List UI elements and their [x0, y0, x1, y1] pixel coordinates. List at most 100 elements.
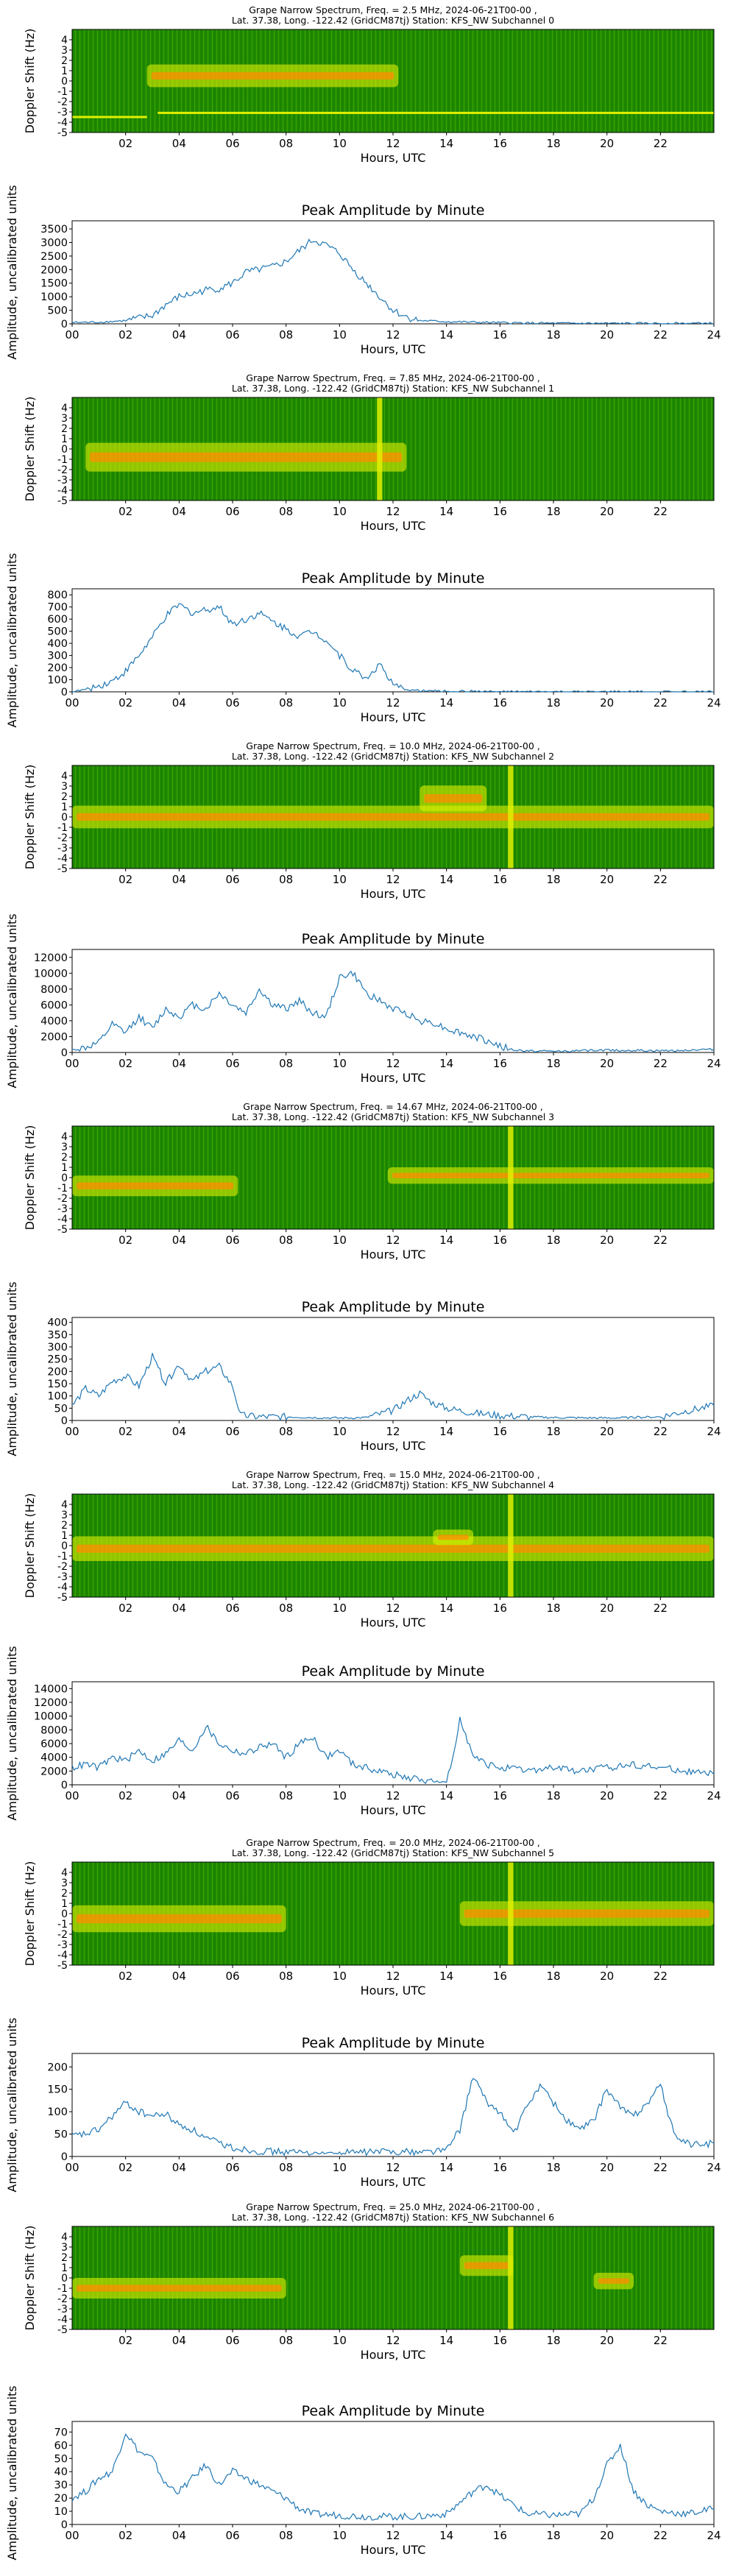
y-tick-label: 1500	[40, 278, 68, 290]
x-tick-label: 00	[65, 696, 79, 710]
x-tick-label: 04	[172, 1602, 186, 1615]
x-tick-label: 16	[493, 1234, 507, 1247]
y-tick-label: 20	[54, 2493, 68, 2505]
x-tick-label: 04	[172, 2161, 186, 2174]
x-tick-label: 22	[654, 137, 668, 150]
x-tick-label: 20	[600, 328, 614, 342]
x-tick-label: 20	[600, 1425, 614, 1438]
x-axis-label: Hours, UTC	[361, 1984, 426, 1998]
y-tick-label: -3	[57, 1939, 68, 1951]
x-tick-label: 22	[654, 1425, 668, 1438]
y-tick-label: -4	[57, 1582, 68, 1593]
x-tick-label: 06	[225, 328, 239, 342]
amplitude-panel-3: Peak Amplitude by Minute0501001502002503…	[5, 1281, 721, 1456]
y-tick-label: 700	[47, 602, 68, 614]
spectrum-title: Grape Narrow Spectrum, Freq. = 2.5 MHz, …	[249, 4, 537, 15]
amplitude-title: Peak Amplitude by Minute	[302, 202, 485, 219]
doppler-band-core	[464, 2262, 509, 2269]
x-tick-label: 02	[118, 1234, 132, 1247]
y-tick-label: 300	[47, 1342, 68, 1354]
spectrogram-panel-3: Grape Narrow Spectrum, Freq. = 14.67 MHz…	[23, 1101, 715, 1262]
spectrum-title: Grape Narrow Spectrum, Freq. = 14.67 MHz…	[243, 1101, 542, 1112]
plot-frame	[71, 949, 715, 1053]
y-tick-label: 200	[47, 1366, 68, 1378]
spectral-vertical-streak	[508, 1862, 514, 1965]
x-tick-label: 18	[546, 1970, 560, 1983]
x-tick-label: 16	[493, 2334, 507, 2347]
x-tick-label: 22	[654, 1057, 668, 1070]
x-tick-label: 10	[333, 1789, 347, 1802]
x-axis-label: Hours, UTC	[361, 710, 426, 724]
y-tick-label: 1	[61, 2262, 68, 2274]
y-axis-label: Amplitude, uncalibrated units	[5, 553, 19, 727]
amplitude-title: Peak Amplitude by Minute	[302, 2403, 485, 2419]
doppler-band-core	[77, 1544, 710, 1553]
x-tick-label: 14	[439, 505, 453, 518]
y-tick-label: -5	[57, 1960, 68, 1972]
x-tick-label: 02	[118, 2161, 132, 2174]
doppler-band-core	[90, 452, 403, 462]
spectrum-subtitle: Lat. 37.38, Long. -122.42 (GridCM87tj) S…	[232, 1111, 554, 1122]
y-tick-label: -3	[57, 1203, 68, 1215]
x-tick-label: 02	[118, 505, 132, 518]
amplitude-panel-6: Peak Amplitude by Minute0102030405060700…	[5, 2385, 721, 2560]
x-axis-label: Hours, UTC	[361, 887, 426, 901]
x-tick-label: 08	[279, 2161, 293, 2174]
x-tick-label: 10	[333, 696, 347, 710]
y-tick-label: 0	[61, 444, 68, 456]
x-tick-label: 14	[439, 696, 453, 710]
x-tick-label: 18	[546, 696, 560, 710]
x-tick-label: 02	[118, 328, 132, 342]
x-tick-label: 22	[654, 873, 668, 886]
y-tick-label: 400	[47, 638, 68, 650]
y-axis-label: Doppler Shift (Hz)	[23, 29, 37, 134]
x-tick-label: 00	[65, 2529, 79, 2542]
x-axis-label: Hours, UTC	[361, 1803, 426, 1817]
y-tick-label: 4000	[40, 1752, 68, 1764]
x-tick-label: 08	[279, 505, 293, 518]
x-tick-label: 20	[600, 137, 614, 150]
x-tick-label: 02	[118, 2334, 132, 2347]
x-tick-label: 12	[386, 696, 400, 710]
y-tick-label: -4	[57, 2314, 68, 2326]
x-tick-label: 12	[386, 1057, 400, 1070]
x-tick-label: 18	[546, 1057, 560, 1070]
y-tick-label: 4	[61, 1131, 68, 1143]
y-tick-label: 3	[61, 413, 68, 425]
y-tick-label: 2000	[40, 1766, 68, 1777]
x-tick-label: 20	[600, 1970, 614, 1983]
x-tick-label: 10	[333, 1425, 347, 1438]
y-tick-label: -1	[57, 1919, 68, 1931]
amplitude-series	[71, 1716, 715, 1785]
y-tick-label: 3	[61, 1878, 68, 1889]
x-tick-label: 10	[333, 1970, 347, 1983]
x-tick-label: 10	[333, 137, 347, 150]
x-tick-label: 20	[600, 2529, 614, 2542]
x-tick-label: 20	[600, 2161, 614, 2174]
amplitude-panel-1: Peak Amplitude by Minute0100200300400500…	[5, 553, 721, 727]
y-tick-label: 10000	[34, 1711, 68, 1723]
amplitude-series	[71, 970, 715, 1053]
x-axis-label: Hours, UTC	[361, 342, 426, 356]
x-tick-label: 16	[493, 1057, 507, 1070]
y-tick-label: -4	[57, 853, 68, 865]
x-tick-label: 06	[225, 2334, 239, 2347]
amplitude-title: Peak Amplitude by Minute	[302, 1663, 485, 1680]
x-tick-label: 24	[707, 328, 721, 342]
y-tick-label: 0	[61, 1415, 68, 1427]
amplitude-panel-0: Peak Amplitude by Minute0500100015002000…	[5, 185, 721, 359]
x-tick-label: 02	[118, 2529, 132, 2542]
x-tick-label: 08	[279, 328, 293, 342]
plot-frame	[71, 2421, 715, 2525]
x-tick-label: 24	[707, 696, 721, 710]
y-tick-label: 50	[54, 2129, 68, 2141]
x-tick-label: 24	[707, 1789, 721, 1802]
y-tick-label: -5	[57, 127, 68, 139]
y-tick-label: -2	[57, 832, 68, 844]
x-axis-label: Hours, UTC	[361, 1071, 426, 1085]
x-tick-label: 00	[65, 1789, 79, 1802]
y-tick-label: 2000	[40, 1031, 68, 1043]
y-tick-label: 3	[61, 45, 68, 57]
x-axis-label: Hours, UTC	[361, 2348, 426, 2362]
